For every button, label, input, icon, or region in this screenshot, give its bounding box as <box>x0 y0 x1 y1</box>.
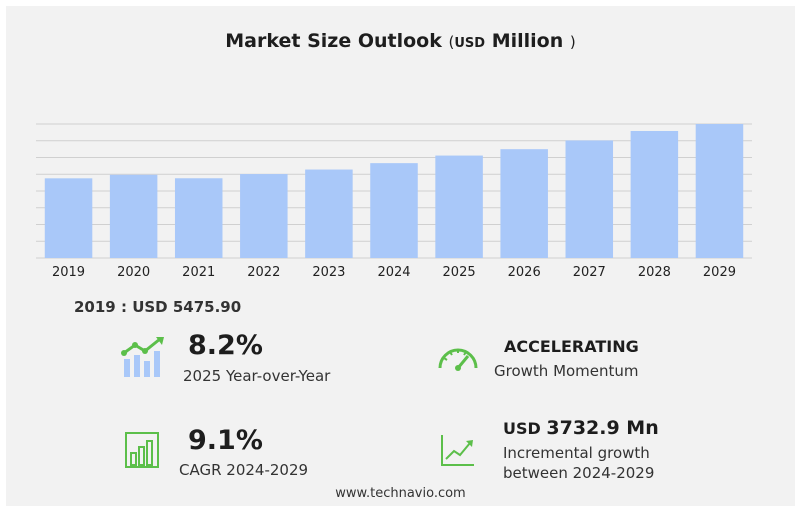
bar-chart: 2019 2020 2021 2022 2023 2024 2025 2026 2027 2028… <box>36 123 752 280</box>
title-million: Million <box>491 30 564 52</box>
bar-2022 <box>240 174 288 258</box>
title-paren-close: ) <box>569 33 576 51</box>
title-main: Market Size Outlook <box>225 30 442 52</box>
x-tick-label-2024: 2024 <box>377 265 410 280</box>
bar-2024 <box>370 163 418 258</box>
bar-2020 <box>109 174 158 258</box>
bar-2021 <box>174 178 223 258</box>
footer-url: www.technavio.com <box>335 486 466 501</box>
bar-2027 <box>565 140 614 258</box>
x-tick-label-2025: 2025 <box>443 265 476 280</box>
x-tick-label-2019: 2019 <box>52 265 85 280</box>
incremental-value-row: USD 3732.9 Mn <box>503 417 659 439</box>
speedometer-icon <box>436 342 480 376</box>
bar-2025 <box>435 155 483 258</box>
base-year-value: 2019 : USD 5475.90 <box>74 298 242 316</box>
title-unit: USD <box>454 36 486 51</box>
x-tick-label-2022: 2022 <box>247 265 280 280</box>
bar-2026 <box>500 149 548 258</box>
momentum-value: ACCELERATING <box>504 337 639 356</box>
bar-2028 <box>630 130 679 258</box>
incremental-label-2: between 2024-2029 <box>503 464 655 482</box>
x-tick-label-2029: 2029 <box>703 265 736 280</box>
cagr-value: 9.1% <box>188 425 263 456</box>
bar-2019 <box>44 178 93 258</box>
title-paren-open: ( <box>448 33 455 51</box>
yoy-label: 2025 Year-over-Year <box>183 367 331 385</box>
incremental-value: 3732.9 Mn <box>546 417 659 439</box>
bars <box>44 124 744 258</box>
cagr-label: CAGR 2024-2029 <box>179 461 309 479</box>
chart-title: Market Size Outlook (USD Million ) <box>0 30 801 52</box>
x-tick-labels: 2019 2020 2021 2022 2023 2024 2025 2026 2027 2028… <box>52 265 736 280</box>
momentum-label: Growth Momentum <box>494 362 639 380</box>
x-tick-label-2026: 2026 <box>508 265 541 280</box>
yoy-value: 8.2% <box>188 330 263 361</box>
bar-2023 <box>305 169 353 258</box>
bar-chart-icon <box>124 431 160 473</box>
x-tick-label-2028: 2028 <box>638 265 671 280</box>
incremental-unit: USD <box>503 419 541 438</box>
bar-2029 <box>695 124 744 258</box>
x-tick-label-2027: 2027 <box>573 265 606 280</box>
x-tick-label-2020: 2020 <box>117 265 150 280</box>
trend-line-icon <box>440 433 476 471</box>
x-tick-label-2021: 2021 <box>182 265 215 280</box>
x-tick-label-2023: 2023 <box>312 265 345 280</box>
incremental-label-1: Incremental growth <box>503 444 650 462</box>
growth-chart-icon <box>120 335 166 383</box>
